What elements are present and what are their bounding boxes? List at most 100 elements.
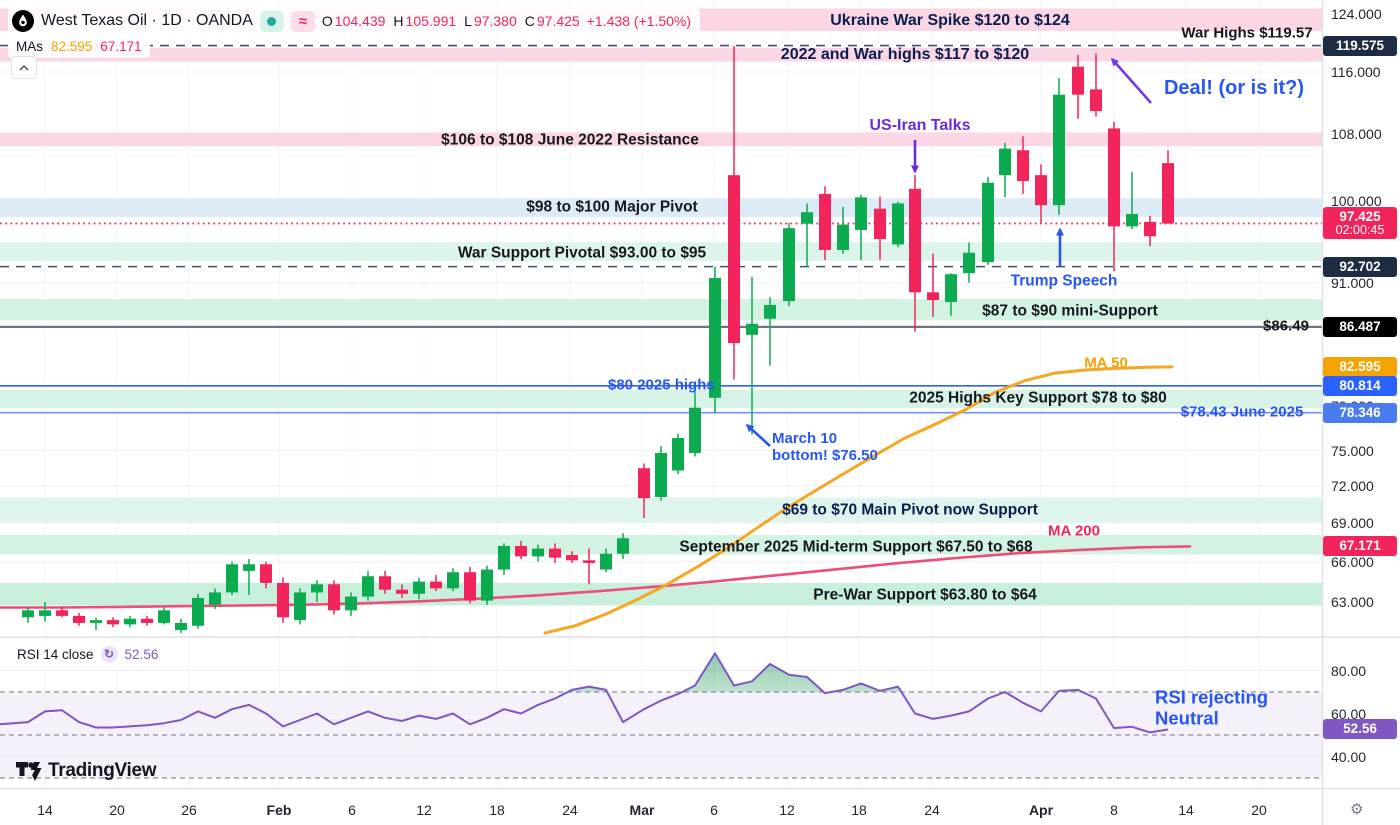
annotation-ukraine-war-spike[interactable]: Ukraine War Spike $120 to $124 — [830, 12, 1070, 30]
annotation-war-highs[interactable]: War Highs $119.57 — [1181, 24, 1313, 42]
time-axis-label[interactable]: 24 — [562, 802, 578, 818]
candle-body — [39, 610, 51, 616]
symbol-legend[interactable]: West Texas Oil · 1D · OANDA ≈ O 104.439 H… — [8, 6, 701, 36]
price-tick-label[interactable]: 116.000 — [1331, 63, 1381, 80]
annotation-80-2025-highs[interactable]: $80 2025 highs — [608, 376, 715, 394]
time-axis-label[interactable]: 18 — [851, 802, 867, 818]
annotation-sept-2025-mid-term-support[interactable]: September 2025 Mid-term Support $67.50 t… — [679, 538, 1033, 556]
price-tick-label[interactable]: 63.000 — [1331, 594, 1374, 611]
price-tick-label[interactable]: 108.000 — [1331, 126, 1382, 142]
market-status-icon[interactable] — [259, 10, 284, 32]
rsi-tick-label[interactable]: 80.00 — [1331, 662, 1367, 679]
time-axis-label[interactable]: 26 — [181, 802, 197, 818]
candle-body — [294, 592, 306, 621]
level-lines — [0, 44, 1322, 414]
candle-body — [999, 148, 1011, 176]
oanda-logo-icon — [12, 10, 34, 32]
rsi-indicator-legend[interactable]: RSI 14 close ↻ 52.56 — [10, 643, 166, 665]
candle-body — [1126, 213, 1138, 227]
price-badge-97.425: 97.425 02:00:45 — [1323, 207, 1397, 240]
annotation-2025-highs-key-support[interactable]: 2025 Highs Key Support $78 to $80 — [909, 389, 1167, 407]
collapse-panel-button[interactable] — [11, 56, 37, 79]
mini-support-zone[interactable] — [0, 299, 1322, 321]
candle-body — [396, 589, 408, 594]
time-axis-label[interactable]: 12 — [779, 802, 795, 818]
time-axis-label[interactable]: Apr — [1028, 802, 1054, 818]
ma50-value: 82.595 — [51, 38, 93, 54]
time-axis-label[interactable]: 12 — [416, 802, 432, 818]
candles-group[interactable] — [22, 46, 1174, 633]
candle-body — [1162, 163, 1174, 224]
price-tick-label[interactable]: 100.000 — [1331, 192, 1382, 209]
annotation-main-pivot-now-support[interactable]: $69 to $70 Main Pivot now Support — [782, 501, 1038, 519]
price-scale-settings-icon[interactable]: ⚙ — [1350, 801, 1364, 818]
main-pivot-zone[interactable] — [0, 497, 1322, 523]
ma50-line[interactable] — [543, 365, 1174, 635]
price-tick-label[interactable]: 91.000 — [1331, 274, 1374, 291]
candle-body — [56, 610, 68, 616]
time-axis-label[interactable]: Mar — [629, 802, 655, 818]
time-axis-label[interactable]: 20 — [1251, 802, 1267, 818]
candle-body — [532, 548, 544, 557]
symbol-title[interactable]: West Texas Oil · 1D · OANDA — [41, 12, 253, 29]
price-tick-label[interactable]: 124.000 — [1331, 6, 1382, 23]
annotation-rsi-rejecting-neutral[interactable]: RSI rejecting Neutral — [1155, 686, 1269, 728]
price-tick-label[interactable]: 69.000 — [1331, 515, 1374, 532]
time-axis-label[interactable]: 6 — [348, 802, 356, 818]
deal-arrow[interactable] — [1111, 57, 1152, 104]
candle-body — [1072, 66, 1084, 95]
price-tick-label[interactable]: 66.000 — [1331, 553, 1374, 570]
price-tick-label[interactable]: 72.000 — [1331, 478, 1374, 495]
time-axis-label[interactable]: 24 — [924, 802, 940, 818]
candle-body — [945, 274, 957, 303]
rsi-tick-label[interactable]: 60.00 — [1331, 705, 1367, 722]
annotation-us-iran-talks[interactable]: US-Iran Talks — [869, 117, 971, 135]
annotation-level-86-49-label[interactable]: $86.49 — [1263, 317, 1309, 335]
candle-body — [73, 615, 85, 623]
rsi-line[interactable] — [0, 652, 1169, 734]
annotation-ma200-label[interactable]: MA 200 — [1048, 522, 1100, 540]
candle-body — [464, 572, 476, 601]
candle-body — [819, 193, 831, 250]
open-value: 104.439 — [334, 13, 386, 29]
time-axis-label[interactable]: 18 — [489, 802, 505, 818]
time-axis-label[interactable]: 14 — [37, 802, 53, 818]
candle-body — [566, 555, 578, 561]
candle-body — [1144, 221, 1156, 237]
annotation-pre-war-support[interactable]: Pre-War Support $63.80 to $64 — [813, 586, 1037, 604]
candle-body — [874, 208, 886, 239]
time-axis-label[interactable]: 14 — [1178, 802, 1194, 818]
candle-body — [1017, 150, 1029, 182]
annotation-war-support-pivotal[interactable]: War Support Pivotal $93.00 to $95 — [457, 244, 707, 262]
annotation-june-2022-resistance[interactable]: $106 to $108 June 2022 Resistance — [441, 131, 699, 149]
candle-body — [379, 576, 391, 590]
rsi-tick-label[interactable]: 40.00 — [1331, 748, 1367, 765]
march10-arrow[interactable] — [745, 423, 771, 447]
2022-war-highs-zone[interactable] — [0, 47, 1322, 62]
annotation-deal-or-is-it[interactable]: Deal! (or is it?) — [1163, 76, 1305, 99]
candle-body — [311, 584, 323, 593]
annotation-78-43-june-2025[interactable]: $78.43 June 2025 — [1180, 403, 1304, 421]
time-axis-label[interactable]: 8 — [1110, 802, 1118, 818]
annotation-march-10-bottom[interactable]: March 10 bottom! $76.50 — [772, 430, 878, 464]
annotation-major-pivot[interactable]: $98 to $100 Major Pivot — [526, 198, 698, 216]
approx-data-icon[interactable]: ≈ — [290, 10, 315, 32]
candle-body — [515, 545, 527, 557]
price-tick-label[interactable]: 75.000 — [1331, 442, 1374, 459]
sept-2025-support-zone[interactable] — [0, 535, 1322, 555]
candle-body — [600, 553, 612, 570]
annotation-2022-war-highs[interactable]: 2022 and War highs $117 to $120 — [780, 46, 1030, 64]
time-axis-label[interactable]: 20 — [109, 802, 125, 818]
chevron-up-icon — [19, 64, 29, 71]
annotation-mini-support[interactable]: $87 to $90 mini-Support — [982, 302, 1158, 320]
candle-body — [1035, 175, 1047, 206]
time-axis-label[interactable]: 6 — [710, 802, 718, 818]
tradingview-logo[interactable]: TradingView — [16, 760, 157, 782]
june-2022-resistance-zone[interactable] — [0, 132, 1322, 147]
rsi-refresh-icon[interactable]: ↻ — [100, 645, 118, 663]
ma-legend[interactable]: MAs 82.595 67.171 — [8, 34, 150, 58]
annotation-ma50-label[interactable]: MA 50 — [1084, 354, 1128, 372]
time-axis-label[interactable]: Feb — [266, 802, 292, 818]
annotation-trump-speech[interactable]: Trump Speech — [1010, 272, 1118, 290]
